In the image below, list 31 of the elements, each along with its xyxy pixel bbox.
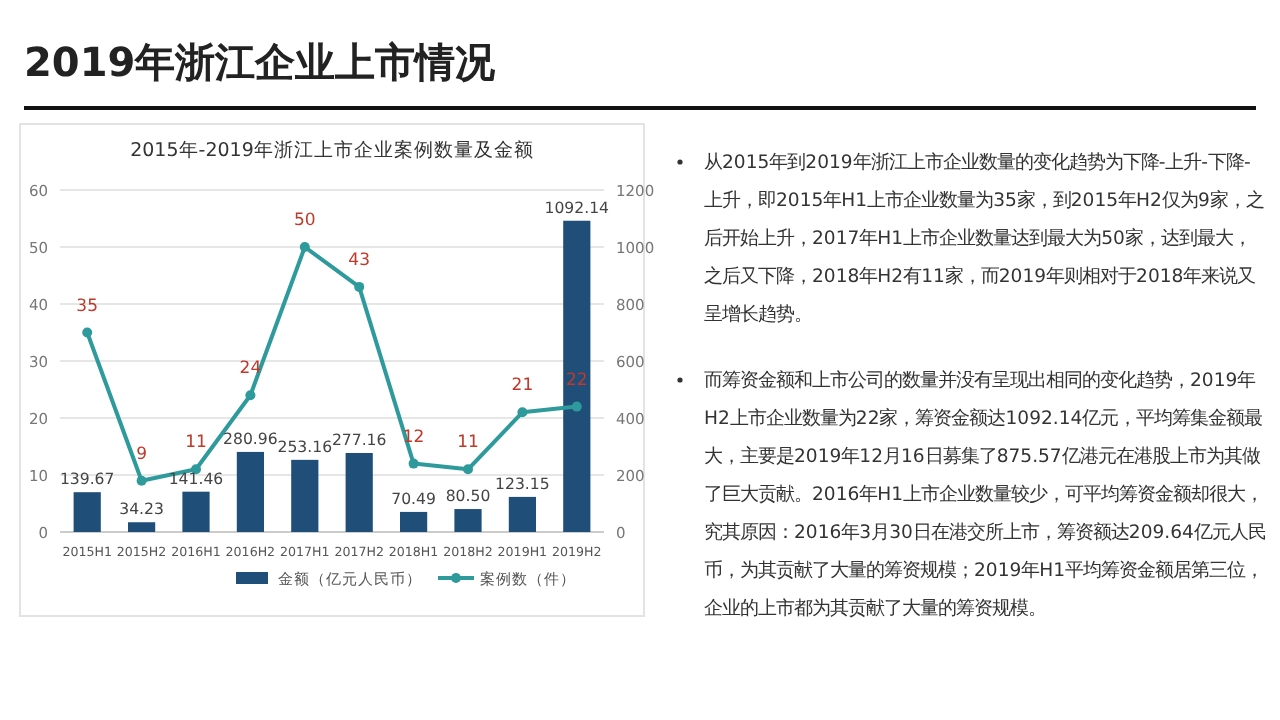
- point: [245, 390, 256, 401]
- data-label: 43: [348, 250, 371, 271]
- point: [571, 401, 582, 412]
- bar: [508, 496, 536, 532]
- text: 从2015年到2019年浙江上市企业数量的变化趋势为下降-上升-下降-上升，即2015年H1上市企业数量为35家，到2015年H2仅为9家，之后开始上升，2017年H1上市企业数量达到最大为50家，达到最大，之后又下降，2018年H2有11家，而2019年则相对于2018年来说又呈增长趋势。: [704, 152, 1264, 326]
- bar: [236, 451, 264, 532]
- bar: [454, 509, 482, 532]
- bar: [128, 522, 156, 532]
- point: [82, 327, 93, 338]
- chart-subtitle: 2015年-2019年浙江上市企业案例数量及金额: [130, 138, 534, 162]
- bar: [73, 492, 101, 532]
- data-label: 21: [511, 376, 534, 397]
- data-label: 11: [457, 433, 479, 454]
- bar: [182, 491, 210, 532]
- data-label: 22: [565, 370, 588, 391]
- bar: [400, 511, 428, 532]
- point: [354, 281, 365, 292]
- bar: [563, 220, 591, 532]
- point: [463, 464, 473, 475]
- data-label: 50: [293, 211, 316, 231]
- point: [299, 242, 310, 252]
- data-label: 35: [76, 296, 99, 317]
- point: [517, 407, 528, 418]
- bar: [291, 459, 319, 532]
- data-label: 9: [136, 444, 148, 465]
- bar: [345, 453, 373, 532]
- point: [136, 475, 147, 486]
- text: 而筹资金额和上市公司的数量并没有呈现出相同的变化趋势，2019年H2上市企业数量为22家，筹资金额达1092.14亿元，平均筹集金额最大，主要是2019年12月16日募集了875.57亿港元在港股上市为其做了巨大贡献。2016年H1上市企业数量较少，可平均筹资金额却很大，究其原因：2016年3月30日在港交所上市，筹资额达209.64亿元人民币，为其贡献了大量的筹资规模；2019年H1平均筹资金额居第三位，企业的上市都为其贡献了大量的筹资规模。: [704, 370, 1266, 620]
- chart-title: 2019年浙江企业上市情况: [24, 38, 498, 86]
- data-label: 11: [185, 433, 207, 454]
- point: [408, 458, 419, 469]
